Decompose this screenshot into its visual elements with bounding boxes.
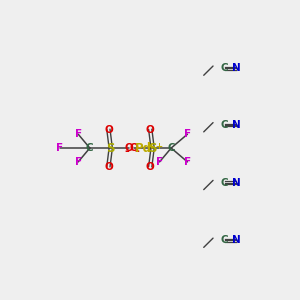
Text: O: O — [104, 124, 113, 135]
Text: C: C — [86, 143, 94, 153]
Text: F: F — [75, 157, 82, 167]
Text: C: C — [221, 178, 229, 188]
Text: N: N — [232, 120, 241, 130]
Text: O: O — [146, 161, 154, 172]
Text: N: N — [232, 63, 241, 73]
Text: N: N — [232, 236, 241, 245]
Text: O: O — [130, 143, 138, 153]
Text: F: F — [56, 143, 63, 153]
Text: F: F — [75, 129, 82, 139]
Text: -: - — [124, 145, 129, 158]
Text: O: O — [104, 161, 113, 172]
Text: C: C — [221, 236, 229, 245]
Text: C: C — [167, 143, 175, 153]
Text: ++: ++ — [148, 142, 164, 152]
Text: F: F — [156, 157, 163, 167]
Text: N: N — [232, 178, 241, 188]
Text: C: C — [221, 120, 229, 130]
Text: C: C — [221, 63, 229, 73]
Text: S: S — [106, 142, 115, 154]
Text: O: O — [125, 143, 134, 153]
Text: F: F — [184, 129, 191, 139]
Text: -: - — [135, 145, 140, 158]
Text: Pd: Pd — [135, 142, 152, 154]
Text: O: O — [146, 124, 154, 135]
Text: S: S — [148, 142, 157, 154]
Text: F: F — [184, 157, 191, 167]
